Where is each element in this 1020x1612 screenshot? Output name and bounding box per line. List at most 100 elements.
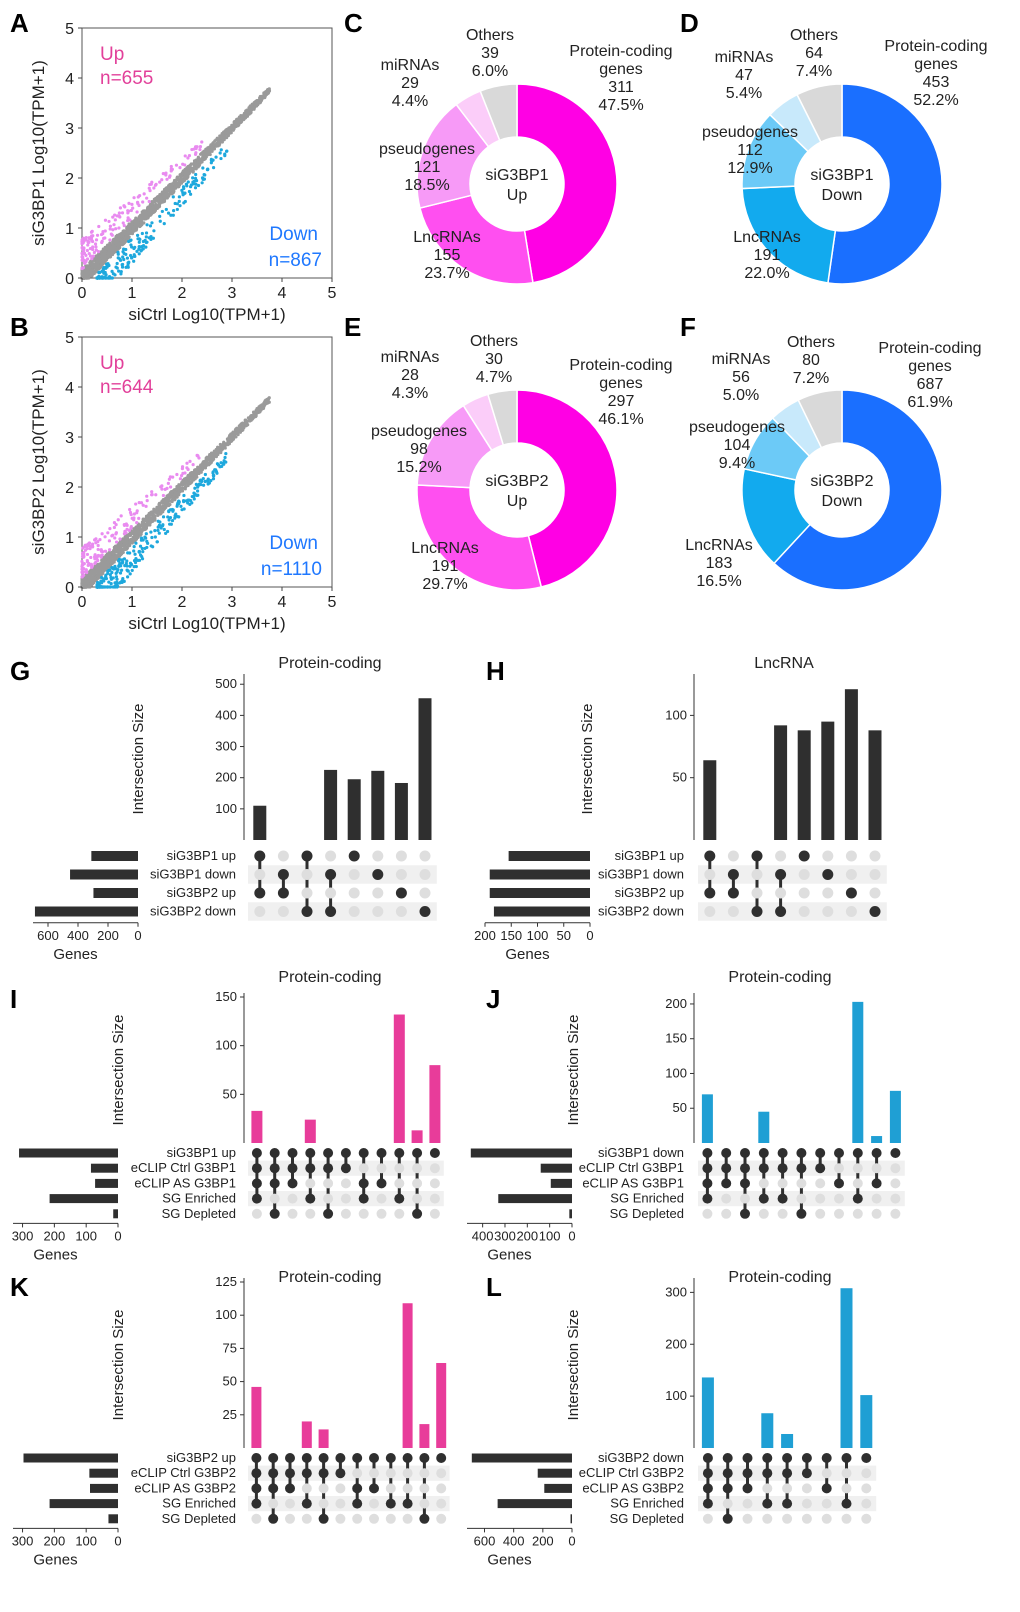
point-down bbox=[181, 499, 186, 503]
point-up bbox=[200, 140, 204, 144]
point-unchanged bbox=[149, 207, 153, 211]
matrix-dot-inactive bbox=[285, 1513, 295, 1524]
slice-label: 311 bbox=[608, 79, 634, 96]
set-name-label: eCLIP Ctrl G3BP1 bbox=[131, 1160, 236, 1175]
point-unchanged bbox=[218, 449, 222, 453]
point-up bbox=[169, 485, 173, 489]
point-down bbox=[192, 497, 196, 501]
point-unchanged bbox=[118, 238, 122, 242]
matrix-dot-inactive bbox=[335, 1498, 346, 1509]
point-up bbox=[103, 218, 108, 222]
set-size-tick-label: 100 bbox=[75, 1228, 97, 1243]
matrix-stripe bbox=[698, 902, 887, 921]
matrix-dot-active bbox=[727, 887, 739, 899]
point-down bbox=[195, 493, 199, 497]
point-down bbox=[144, 245, 148, 249]
matrix-dot-inactive bbox=[419, 1498, 430, 1509]
point-unchanged bbox=[259, 407, 263, 411]
point-unchanged bbox=[178, 486, 183, 490]
point-down bbox=[168, 515, 173, 520]
matrix-dot-active bbox=[758, 1163, 769, 1174]
point-down bbox=[166, 515, 170, 519]
matrix-dot-active bbox=[727, 869, 739, 880]
matrix-dot-inactive bbox=[395, 869, 407, 880]
point-up bbox=[165, 177, 169, 181]
matrix-dot-inactive bbox=[815, 1208, 826, 1219]
point-unchanged bbox=[165, 499, 169, 503]
point-down bbox=[118, 571, 123, 575]
point-up bbox=[83, 237, 87, 241]
x-tick-label: 1 bbox=[128, 594, 137, 611]
point-unchanged bbox=[190, 480, 194, 484]
point-unchanged bbox=[102, 567, 106, 571]
point-unchanged bbox=[243, 116, 247, 120]
upset-title: LncRNA bbox=[754, 655, 814, 672]
point-down bbox=[171, 213, 175, 217]
point-down bbox=[156, 528, 160, 533]
slice-others bbox=[796, 83, 843, 144]
point-down bbox=[151, 545, 155, 549]
point-unchanged bbox=[212, 451, 216, 456]
matrix-dot-inactive bbox=[782, 1513, 793, 1524]
matrix-dot-inactive bbox=[348, 887, 360, 899]
point-down bbox=[196, 489, 200, 493]
point-unchanged bbox=[167, 493, 171, 497]
point-up bbox=[186, 156, 190, 160]
matrix-dot-inactive bbox=[869, 869, 881, 880]
set-name-label: siG3BP1 down bbox=[598, 1145, 684, 1160]
point-unchanged bbox=[99, 570, 103, 574]
point-unchanged bbox=[171, 191, 175, 195]
intersection-bar bbox=[871, 1136, 883, 1143]
point-down bbox=[187, 189, 192, 194]
matrix-dot-inactive bbox=[385, 1513, 396, 1524]
point-up bbox=[152, 186, 156, 190]
point-unchanged bbox=[117, 245, 121, 249]
slice-label: LncRNAs bbox=[411, 540, 479, 557]
point-unchanged bbox=[244, 421, 249, 425]
point-unchanged bbox=[224, 443, 228, 447]
point-up bbox=[86, 563, 90, 567]
slice-label: 7.2% bbox=[793, 370, 829, 387]
matrix-dot-active bbox=[852, 1148, 863, 1158]
matrix-dot-active bbox=[721, 1178, 732, 1189]
point-unchanged bbox=[189, 472, 193, 476]
upset-title: Protein-coding bbox=[278, 655, 381, 672]
scatter-points bbox=[80, 396, 271, 589]
intersection-bar bbox=[852, 1001, 864, 1143]
set-size-bar bbox=[489, 869, 590, 880]
point-up bbox=[164, 173, 168, 177]
bar-axis-label: Intersection Size bbox=[110, 1015, 127, 1126]
set-name-label: SG Enriched bbox=[610, 1191, 684, 1206]
point-up bbox=[89, 555, 93, 560]
matrix-dot-inactive bbox=[335, 1513, 346, 1524]
matrix-dot-active bbox=[841, 1498, 852, 1509]
point-unchanged bbox=[124, 236, 129, 240]
matrix-dot-inactive bbox=[348, 869, 360, 880]
point-unchanged bbox=[192, 469, 197, 473]
point-unchanged bbox=[157, 200, 161, 204]
point-unchanged bbox=[122, 240, 127, 244]
point-unchanged bbox=[222, 130, 226, 134]
point-down bbox=[128, 239, 132, 243]
matrix-dot-inactive bbox=[376, 1163, 387, 1174]
point-unchanged bbox=[131, 226, 136, 230]
point-down bbox=[133, 558, 137, 563]
set-size-tick-label: 300 bbox=[12, 1533, 34, 1548]
point-down bbox=[186, 180, 190, 184]
point-down bbox=[132, 254, 136, 258]
point-up bbox=[175, 472, 179, 477]
matrix-dot-active bbox=[394, 1148, 405, 1158]
point-unchanged bbox=[161, 505, 165, 509]
point-unchanged bbox=[108, 244, 112, 248]
slice-label: LncRNAs bbox=[685, 537, 753, 554]
point-down bbox=[219, 148, 223, 152]
set-size-bar bbox=[49, 1194, 118, 1204]
slice-label: 4.7% bbox=[476, 369, 512, 386]
point-unchanged bbox=[152, 516, 156, 521]
matrix-dot-active bbox=[285, 1453, 295, 1463]
point-down bbox=[141, 550, 145, 554]
matrix-dot-inactive bbox=[702, 1513, 713, 1524]
point-down bbox=[118, 580, 123, 585]
